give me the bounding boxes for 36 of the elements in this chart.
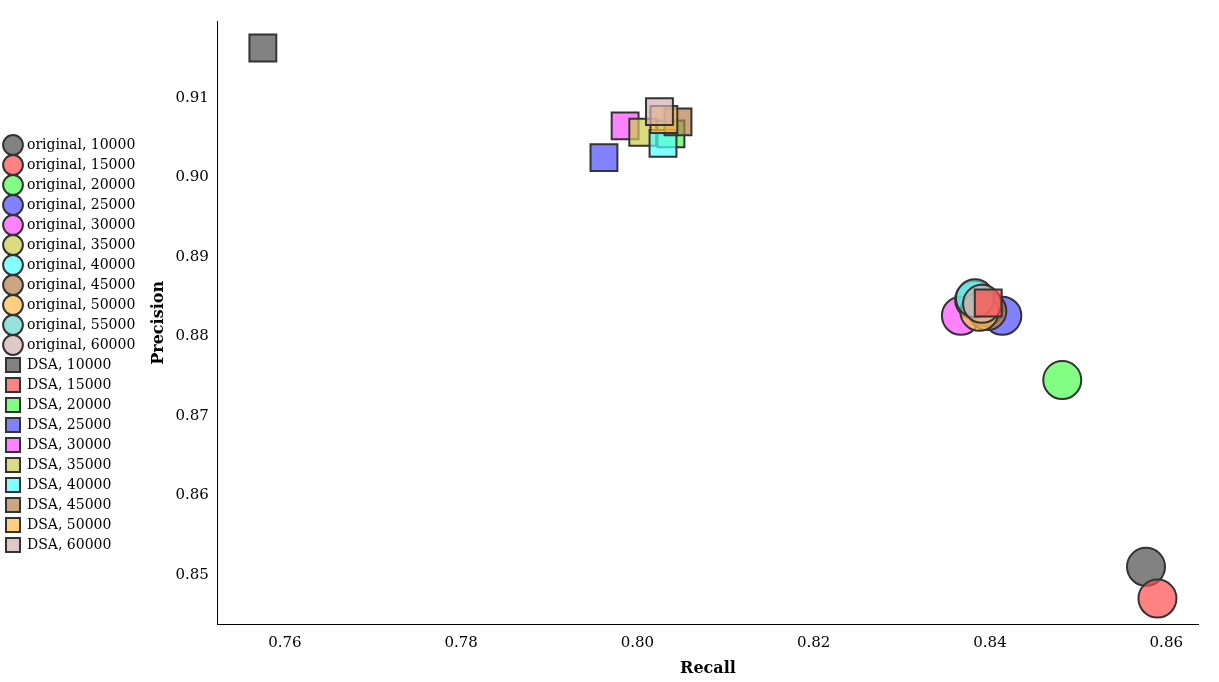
- x-axis-title: Recall: [680, 657, 736, 677]
- legend-label: original, 35000: [27, 235, 136, 252]
- x-tick-label: 0.80: [620, 632, 655, 651]
- legend-label: original, 20000: [27, 175, 136, 192]
- legend-label: DSA, 50000: [27, 515, 112, 532]
- legend-label: DSA, 25000: [27, 415, 112, 432]
- legend-label: original, 55000: [27, 315, 136, 332]
- y-tick-label: 0.91: [175, 87, 209, 106]
- legend-label: original, 60000: [27, 335, 136, 352]
- x-tick-label: 0.86: [1149, 632, 1183, 651]
- y-tick-label: 0.86: [175, 485, 209, 504]
- x-tick-label: 0.82: [797, 632, 831, 651]
- y-tick-label: 0.87: [175, 405, 209, 424]
- y-axis-title: Precision: [148, 280, 168, 365]
- legend-label: original, 10000: [27, 135, 136, 152]
- y-tick-label: 0.90: [175, 167, 209, 186]
- legend-label: DSA, 35000: [27, 455, 112, 472]
- y-tick-label: 0.89: [175, 246, 209, 265]
- y-tick-label: 0.85: [175, 564, 209, 583]
- legend-label: original, 15000: [27, 155, 136, 172]
- legend-label: DSA, 40000: [27, 475, 112, 492]
- x-tick-label: 0.78: [444, 632, 478, 651]
- legend-label: original, 50000: [27, 295, 136, 312]
- legend-label: DSA, 60000: [27, 535, 112, 552]
- legend-label: original, 45000: [27, 275, 136, 292]
- legend-label: DSA, 20000: [27, 395, 112, 412]
- legend-label: original, 25000: [27, 195, 136, 212]
- legend-label: original, 40000: [27, 255, 136, 272]
- y-tick-label: 0.88: [175, 326, 209, 345]
- legend-label: original, 30000: [27, 215, 136, 232]
- legend-label: DSA, 15000: [27, 375, 112, 392]
- legend-label: DSA, 45000: [27, 495, 112, 512]
- x-tick-label: 0.84: [973, 632, 1007, 651]
- legend-label: DSA, 30000: [27, 435, 112, 452]
- legend-label: DSA, 10000: [27, 355, 112, 372]
- x-tick-label: 0.76: [268, 632, 302, 651]
